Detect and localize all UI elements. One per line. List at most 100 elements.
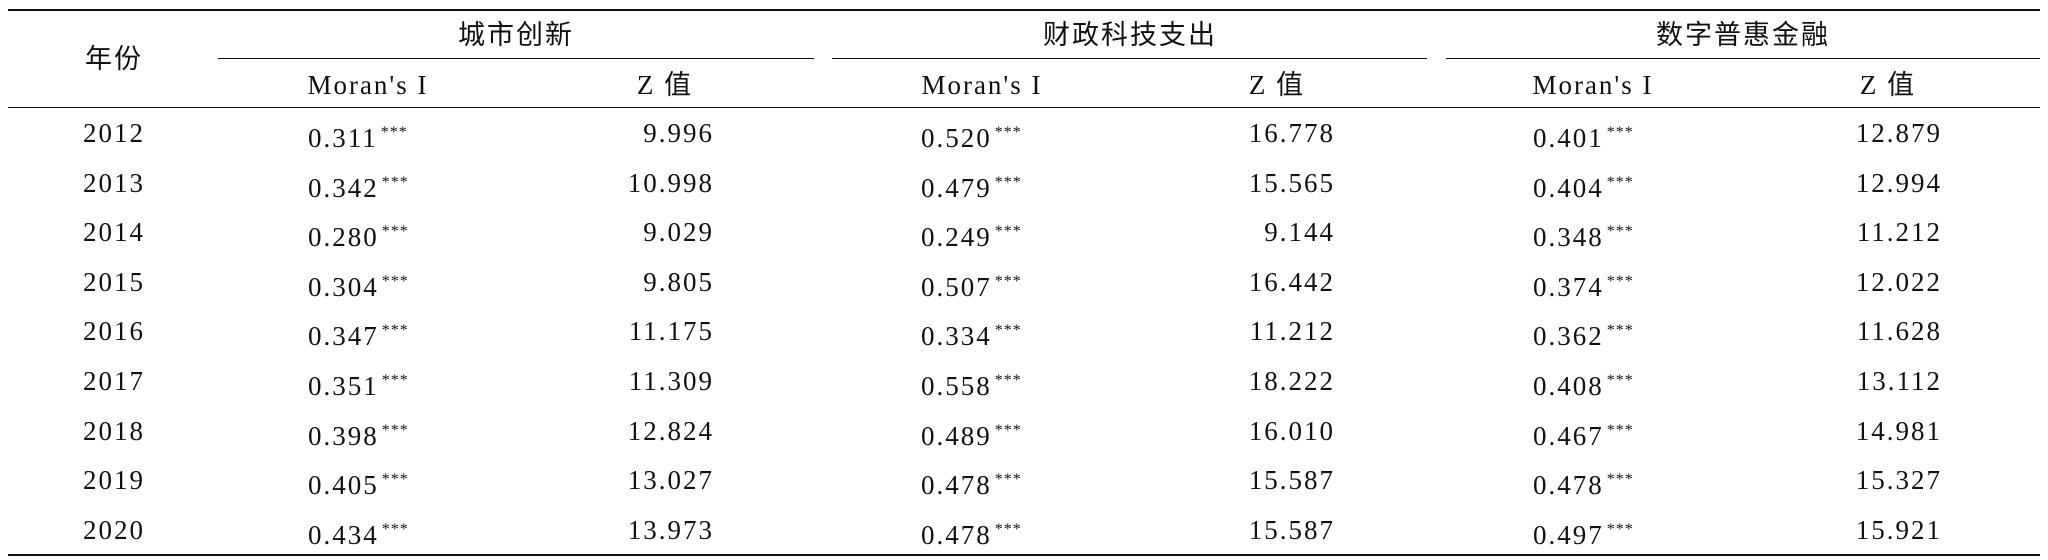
significance: *** <box>381 272 409 290</box>
moran-cell: 0.362 *** <box>1533 316 1634 351</box>
year-cell: 2013 <box>83 167 145 198</box>
group-rule <box>218 58 814 59</box>
significance: *** <box>1606 124 1634 141</box>
moran-cell: 0.304 *** <box>308 267 409 302</box>
year-cell: 2020 <box>83 514 145 545</box>
sub-header: Z 值 <box>1859 70 1917 100</box>
moran-value: 0.467 <box>1533 420 1604 451</box>
z-cell: 14.981 <box>1855 415 1942 446</box>
moran-value: 0.351 <box>308 371 379 401</box>
bottom-rule <box>8 554 2040 556</box>
z-cell: 9.029 <box>643 217 714 248</box>
moran-cell: 0.404 *** <box>1533 168 1634 203</box>
sub-header: Moran's I <box>307 70 429 100</box>
moran-cell: 0.342 *** <box>308 168 409 203</box>
year-cell: 2012 <box>83 118 145 148</box>
year-cell: 2014 <box>83 217 145 248</box>
moran-value: 0.404 <box>1533 172 1604 203</box>
moran-cell: 0.374 *** <box>1533 267 1634 302</box>
moran-value: 0.478 <box>921 519 992 550</box>
year-cell: 2015 <box>83 266 145 297</box>
moran-value: 0.304 <box>308 271 379 302</box>
moran-value: 0.348 <box>1533 222 1604 253</box>
significance: *** <box>994 272 1022 290</box>
sub-header: Moran's I <box>1532 70 1654 100</box>
significance: *** <box>1606 471 1634 489</box>
moran-value: 0.280 <box>308 222 379 253</box>
moran-value: 0.479 <box>921 172 992 203</box>
moran-value: 0.347 <box>308 321 379 352</box>
z-cell: 13.973 <box>627 514 714 545</box>
z-cell: 16.442 <box>1248 266 1335 297</box>
moran-value: 0.520 <box>921 123 992 153</box>
moran-value: 0.342 <box>308 172 379 203</box>
sub-header: Z 值 <box>636 70 694 100</box>
significance: *** <box>994 124 1022 141</box>
moran-cell: 0.489 *** <box>921 416 1022 451</box>
moran-cell: 0.507 *** <box>921 267 1022 302</box>
year-cell: 2017 <box>83 366 145 396</box>
moran-value: 0.401 <box>1533 123 1604 153</box>
sub-header: Moran's I <box>921 70 1043 100</box>
moran-value: 0.249 <box>921 222 992 253</box>
moran-value: 0.362 <box>1533 321 1604 352</box>
moran-value: 0.334 <box>921 321 992 352</box>
moran-cell: 0.520 *** <box>921 118 1022 153</box>
moran-cell: 0.467 *** <box>1533 416 1634 451</box>
moran-cell: 0.478 *** <box>1533 465 1634 500</box>
significance: *** <box>994 520 1022 538</box>
moran-cell: 0.351 *** <box>308 366 409 401</box>
moran-value: 0.311 <box>308 123 378 153</box>
z-cell: 15.587 <box>1248 465 1335 496</box>
z-cell: 16.778 <box>1248 118 1335 148</box>
group-header: 财政科技支出 <box>1043 20 1217 50</box>
significance: *** <box>381 322 409 340</box>
moran-value: 0.478 <box>921 470 992 501</box>
moran-cell: 0.280 *** <box>308 217 409 252</box>
moran-value: 0.478 <box>1533 470 1604 501</box>
moran-cell: 0.478 *** <box>921 465 1022 500</box>
significance: *** <box>1606 272 1634 290</box>
significance: *** <box>381 173 409 191</box>
significance: *** <box>1606 223 1634 241</box>
significance: *** <box>994 223 1022 241</box>
significance: *** <box>1606 372 1634 389</box>
z-cell: 11.212 <box>1856 217 1942 248</box>
moran-value: 0.497 <box>1533 519 1604 550</box>
moran-value: 0.434 <box>308 519 379 550</box>
header-rule <box>8 107 2040 108</box>
significance: *** <box>1606 520 1634 538</box>
significance: *** <box>1606 421 1634 439</box>
moran-cell: 0.311 *** <box>308 118 408 153</box>
moran-value: 0.405 <box>308 470 379 501</box>
year-header: 年份 <box>85 44 143 74</box>
group-header: 数字普惠金融 <box>1656 20 1830 50</box>
moran-cell: 0.334 *** <box>921 316 1022 351</box>
significance: *** <box>994 322 1022 340</box>
z-cell: 15.565 <box>1248 167 1335 198</box>
moran-cell: 0.348 *** <box>1533 217 1634 252</box>
moran-value: 0.398 <box>308 420 379 451</box>
significance: *** <box>381 520 409 538</box>
group-header: 城市创新 <box>458 20 574 50</box>
moran-cell: 0.249 *** <box>921 217 1022 252</box>
significance: *** <box>1606 322 1634 340</box>
z-cell: 11.628 <box>1856 316 1942 347</box>
significance: *** <box>381 421 409 439</box>
significance: *** <box>994 372 1022 389</box>
z-cell: 12.824 <box>627 415 714 446</box>
significance: *** <box>994 471 1022 489</box>
moran-cell: 0.347 *** <box>308 316 409 351</box>
z-cell: 13.027 <box>627 465 714 496</box>
group-rule <box>832 58 1427 59</box>
moran-cell: 0.408 *** <box>1533 366 1634 401</box>
moran-cell: 0.497 *** <box>1533 515 1634 550</box>
z-cell: 9.996 <box>643 118 714 148</box>
moran-cell: 0.434 *** <box>308 515 409 550</box>
significance: *** <box>380 124 408 141</box>
z-cell: 15.327 <box>1855 465 1942 496</box>
z-cell: 12.994 <box>1855 167 1942 198</box>
year-cell: 2018 <box>83 415 145 446</box>
moran-value: 0.374 <box>1533 271 1604 302</box>
